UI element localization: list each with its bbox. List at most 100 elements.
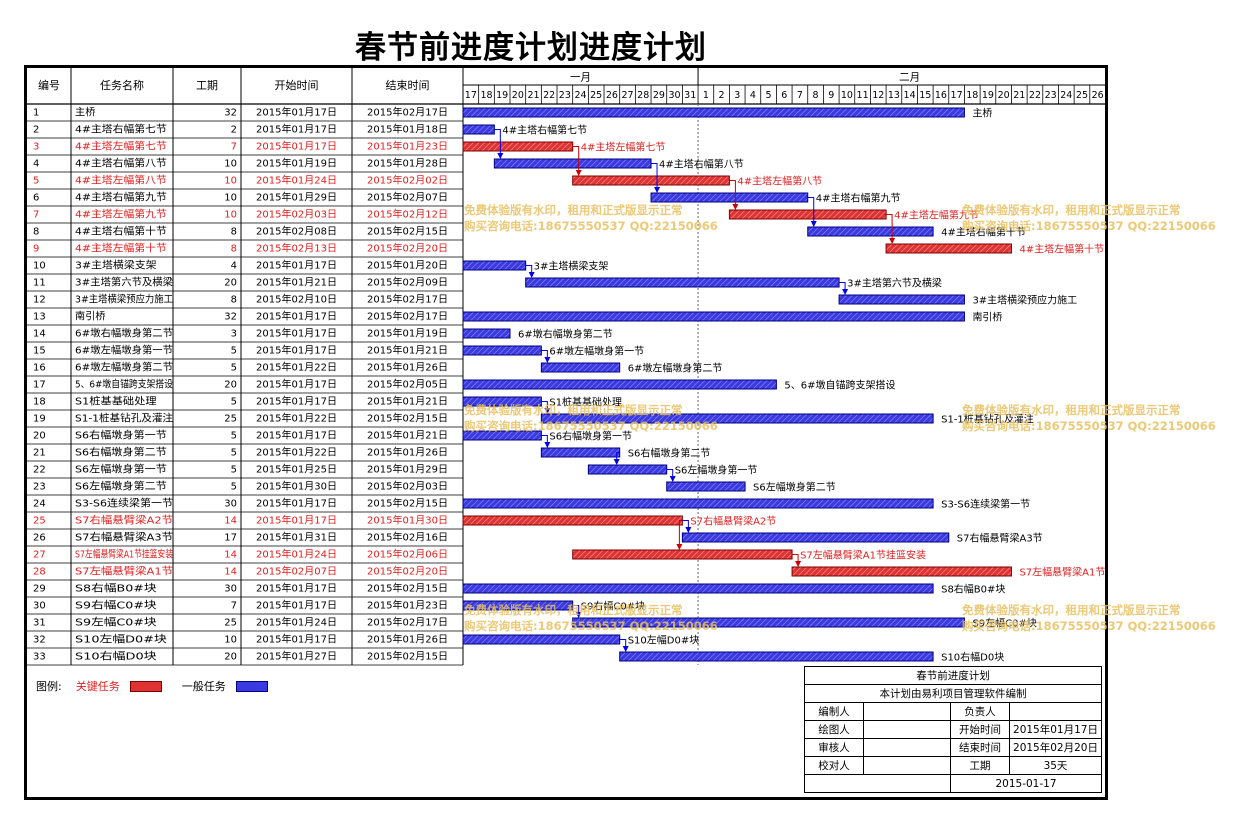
legend-normal-label: 一般任务 bbox=[181, 680, 226, 693]
bar-label: 3#主塔横梁支架 bbox=[534, 260, 609, 273]
task-start: 2015年01月17日 bbox=[256, 140, 337, 153]
gantt-bar bbox=[681, 532, 950, 543]
reviewer-value bbox=[863, 738, 951, 757]
task-name: 4#主塔右幅第九节 bbox=[75, 191, 167, 204]
bar-label: S8右幅B0#块 bbox=[941, 583, 1005, 596]
checker-label: 校对人 bbox=[804, 756, 864, 775]
task-end: 2015年02月05日 bbox=[367, 378, 448, 391]
dependency-link bbox=[613, 452, 620, 465]
gantt-bar bbox=[540, 413, 934, 424]
day-tick-label: 31 bbox=[684, 90, 696, 101]
task-name: S7右幅悬臂梁A3节 bbox=[75, 531, 173, 544]
gantt-bar bbox=[462, 311, 965, 322]
task-duration: 14 bbox=[224, 567, 237, 578]
task-id: 9 bbox=[33, 244, 39, 255]
task-name: 4#主塔右幅第八节 bbox=[75, 157, 167, 170]
task-start: 2015年02月07日 bbox=[256, 565, 337, 578]
task-name: S6右幅墩身第一节 bbox=[75, 429, 167, 442]
start-value: 2015年01月17日 bbox=[1009, 720, 1102, 739]
task-name: 4#主塔右幅第十节 bbox=[75, 225, 167, 238]
day-tick-label: 20 bbox=[998, 90, 1010, 101]
task-start: 2015年01月17日 bbox=[256, 327, 337, 340]
task-name: 3#主塔横梁支架 bbox=[75, 259, 157, 272]
dependency-link bbox=[682, 520, 692, 533]
legend: 图例: 关键任务 一般任务 bbox=[36, 678, 288, 694]
task-name: S1-1桩基钻孔及灌注 bbox=[75, 412, 173, 425]
task-duration: 8 bbox=[231, 295, 237, 306]
day-tick-label: 24 bbox=[1060, 90, 1072, 101]
gantt-bar bbox=[587, 464, 668, 475]
day-tick-label: 22 bbox=[1029, 90, 1041, 101]
day-tick-label: 27 bbox=[621, 90, 633, 101]
day-tick-label: 17 bbox=[951, 90, 963, 101]
day-tick-label: 15 bbox=[919, 90, 931, 101]
task-id: 24 bbox=[33, 499, 46, 510]
gantt-bar bbox=[462, 634, 621, 645]
task-start: 2015年01月24日 bbox=[256, 174, 337, 187]
task-end: 2015年02月20日 bbox=[367, 565, 448, 578]
task-start: 2015年01月17日 bbox=[256, 378, 337, 391]
task-name: 主桥 bbox=[75, 107, 95, 119]
bar-label: 5、6#墩自锚跨支架搭设 bbox=[784, 379, 895, 392]
day-tick-label: 26 bbox=[606, 90, 618, 101]
task-end: 2015年02月16日 bbox=[367, 531, 448, 544]
day-tick-label: 20 bbox=[512, 90, 524, 101]
task-duration: 5 bbox=[231, 346, 237, 357]
day-tick-label: 17 bbox=[465, 90, 477, 101]
task-name: 4#主塔右幅第七节 bbox=[75, 123, 167, 136]
legend-critical-swatch bbox=[129, 680, 162, 692]
day-tick-label: 19 bbox=[496, 90, 508, 101]
task-end: 2015年02月06日 bbox=[367, 548, 448, 561]
task-id: 16 bbox=[33, 363, 46, 374]
info-title: 春节前进度计划 bbox=[804, 666, 1102, 685]
task-duration: 5 bbox=[231, 431, 237, 442]
task-name: 6#墩左幅墩身第一节 bbox=[75, 344, 173, 357]
task-end: 2015年01月20日 bbox=[367, 259, 448, 272]
bar-label: 4#主塔右幅第十节 bbox=[941, 226, 1026, 239]
task-duration: 2 bbox=[231, 125, 237, 136]
column-header: 任务名称 bbox=[100, 78, 144, 92]
bar-label: S7右幅悬臂梁A3节 bbox=[957, 532, 1043, 545]
task-duration: 30 bbox=[224, 584, 237, 595]
day-tick-label: 8 bbox=[813, 90, 819, 101]
day-tick-label: 11 bbox=[857, 90, 869, 101]
task-start: 2015年01月17日 bbox=[256, 429, 337, 442]
checker-value bbox=[863, 756, 951, 775]
bar-label: 4#主塔左幅第八节 bbox=[737, 175, 822, 188]
dependency-link bbox=[807, 197, 817, 227]
day-tick-label: 21 bbox=[1013, 90, 1025, 101]
day-tick-label: 2 bbox=[719, 90, 725, 101]
column-header: 工期 bbox=[196, 79, 218, 92]
info-subtitle: 本计划由易利项目管理软件编制 bbox=[804, 684, 1102, 703]
task-start: 2015年01月31日 bbox=[256, 531, 337, 544]
task-duration: 7 bbox=[231, 601, 237, 612]
task-end: 2015年02月15日 bbox=[367, 582, 448, 595]
task-start: 2015年01月17日 bbox=[256, 259, 337, 272]
task-start: 2015年02月08日 bbox=[256, 225, 337, 238]
gantt-frame: 编号 任务名称 工期 开始时间 结束时间 一月 17 18 19 20 21 22 23 24 25 26 27… bbox=[24, 65, 1108, 800]
task-duration: 10 bbox=[224, 635, 237, 646]
gantt-bar bbox=[838, 294, 965, 305]
task-end: 2015年02月15日 bbox=[367, 650, 448, 663]
gantt-bar bbox=[462, 124, 495, 135]
task-end: 2015年02月03日 bbox=[367, 480, 448, 493]
task-start: 2015年02月10日 bbox=[256, 293, 337, 306]
task-start: 2015年01月17日 bbox=[256, 633, 337, 646]
task-name: S9左幅C0#块 bbox=[75, 616, 157, 629]
gantt-bar bbox=[462, 396, 542, 407]
task-id: 30 bbox=[33, 601, 46, 612]
task-name: S3-S6连续梁第一节 bbox=[75, 497, 173, 510]
task-start: 2015年02月03日 bbox=[256, 208, 337, 221]
gantt-bar bbox=[462, 141, 574, 152]
task-id: 19 bbox=[33, 414, 46, 425]
task-name: S6左幅墩身第二节 bbox=[75, 480, 167, 493]
task-end: 2015年01月26日 bbox=[367, 446, 448, 459]
column-header: 编号 bbox=[38, 78, 60, 92]
day-tick-label: 30 bbox=[668, 90, 680, 101]
dependency-link bbox=[541, 435, 551, 448]
task-id: 12 bbox=[33, 295, 46, 306]
dependency-link bbox=[676, 520, 683, 550]
task-end: 2015年02月17日 bbox=[367, 106, 448, 119]
task-start: 2015年01月30日 bbox=[256, 480, 337, 493]
task-name: 4#主塔左幅第九节 bbox=[75, 208, 167, 221]
